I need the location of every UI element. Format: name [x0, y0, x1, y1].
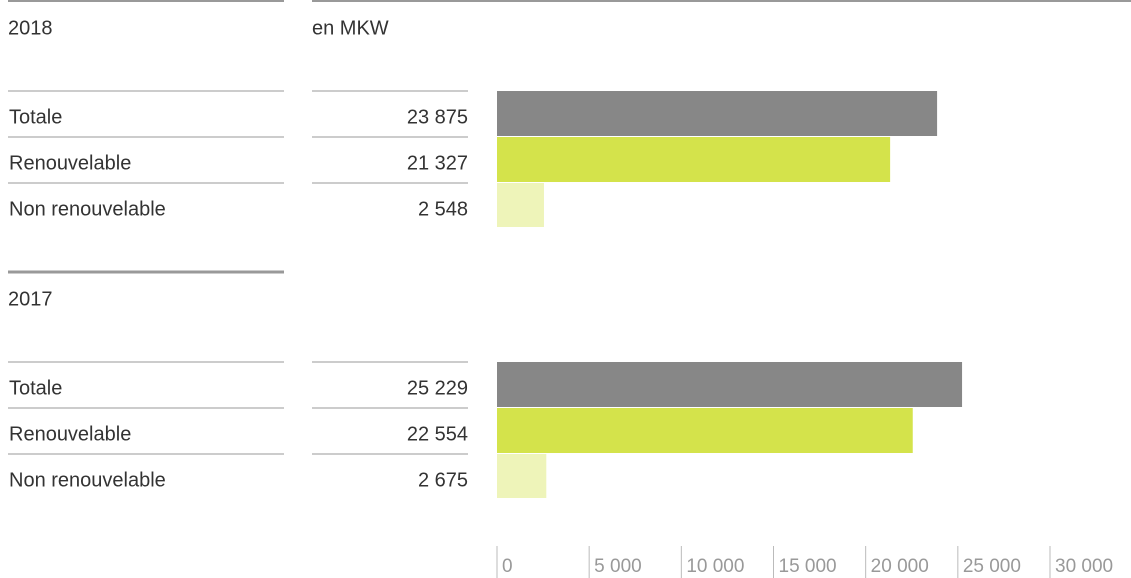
- x-tick-label: 25 000: [963, 556, 1021, 577]
- x-tick-label: 5 000: [594, 556, 642, 577]
- value-label: 25 229: [407, 377, 468, 399]
- bar: [497, 91, 938, 136]
- row-label: Renouvelable: [9, 152, 131, 174]
- value-label: 2 675: [418, 469, 468, 491]
- row-label: Non renouvelable: [9, 469, 166, 491]
- x-tick-label: 20 000: [871, 556, 929, 577]
- x-tick-label: 10 000: [686, 556, 744, 577]
- x-tick-label: 30 000: [1055, 556, 1113, 577]
- row-label: Non renouvelable: [9, 198, 166, 220]
- value-label: 21 327: [407, 152, 468, 174]
- bar: [497, 362, 963, 407]
- value-label: 2 548: [418, 198, 468, 220]
- bar: [497, 454, 547, 498]
- group-title: 2018: [8, 17, 53, 39]
- bar: [497, 408, 913, 453]
- bar: [497, 137, 891, 182]
- row-label: Totale: [9, 377, 62, 399]
- x-tick-label: 15 000: [779, 556, 837, 577]
- unit-label: en MKW: [312, 17, 389, 39]
- row-label: Totale: [9, 106, 62, 128]
- row-label: Renouvelable: [9, 423, 131, 445]
- value-label: 22 554: [407, 423, 468, 445]
- x-tick-label: 0: [502, 556, 513, 577]
- group-title: 2017: [8, 288, 53, 310]
- value-label: 23 875: [407, 106, 468, 128]
- bar: [497, 183, 544, 227]
